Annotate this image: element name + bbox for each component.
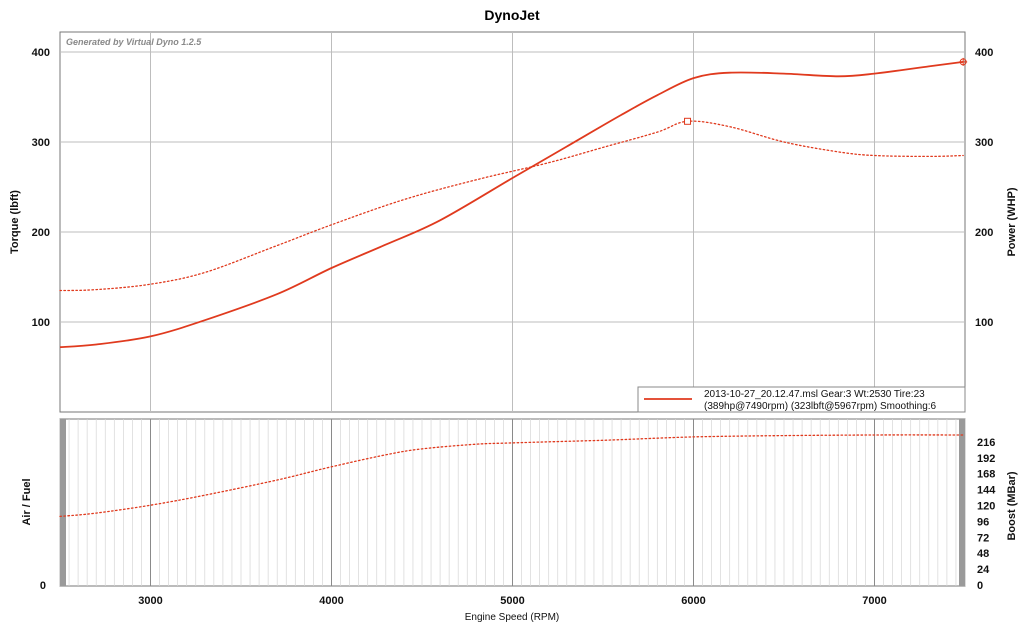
- power-axis-label: Power (WHP): [1006, 187, 1018, 256]
- boost-axis-label: Boost (MBar): [1006, 471, 1018, 540]
- rpm-tick-label: 3000: [138, 595, 162, 607]
- legend-line-2: (389hp@7490rpm) (323lbft@5967rpm) Smooth…: [704, 401, 937, 412]
- air-fuel-axis-label: Air / Fuel: [21, 478, 33, 525]
- boost-tick-label: 216: [977, 437, 995, 449]
- rpm-tick-label: 4000: [319, 595, 343, 607]
- boost-tick-label: 96: [977, 516, 989, 528]
- power-tick-label: 400: [975, 47, 993, 59]
- left-edge-strip: [60, 419, 66, 586]
- torque-tick-label: 400: [32, 47, 50, 59]
- rpm-tick-label: 7000: [862, 595, 886, 607]
- generator-watermark: Generated by Virtual Dyno 1.2.5: [66, 37, 202, 47]
- legend-line-1: 2013-10-27_20.12.47.msl Gear:3 Wt:2530 T…: [704, 389, 925, 400]
- boost-tick-label: 168: [977, 469, 995, 481]
- torque-tick-label: 100: [32, 317, 50, 329]
- rpm-tick-label: 5000: [500, 595, 524, 607]
- torque-peak-marker: [684, 117, 692, 125]
- boost-tick-label: 72: [977, 532, 989, 544]
- chart-title: DynoJet: [484, 7, 540, 23]
- power-tick-label: 100: [975, 317, 993, 329]
- boost-tick-label: 144: [977, 485, 996, 497]
- right-edge-strip: [959, 419, 965, 586]
- torque-tick-label: 300: [32, 137, 50, 149]
- boost-tick-label: 48: [977, 548, 989, 560]
- boost-tick-label: 0: [977, 580, 983, 592]
- boost-tick-label: 192: [977, 453, 995, 465]
- legend: 2013-10-27_20.12.47.msl Gear:3 Wt:2530 T…: [637, 386, 966, 413]
- x-axis-label: Engine Speed (RPM): [465, 612, 560, 623]
- power-tick-label: 300: [975, 137, 993, 149]
- rpm-tick-label: 6000: [681, 595, 705, 607]
- power-line: [59, 61, 964, 349]
- torque-axis-label: Torque (lbft): [9, 190, 21, 254]
- boost-tick-label: 120: [977, 501, 995, 513]
- power-tick-label: 200: [975, 227, 993, 239]
- air-fuel-line: [59, 434, 966, 518]
- torque-tick-label: 200: [32, 227, 50, 239]
- air-fuel-tick-label: 0: [40, 580, 46, 592]
- boost-tick-label: 24: [977, 564, 990, 576]
